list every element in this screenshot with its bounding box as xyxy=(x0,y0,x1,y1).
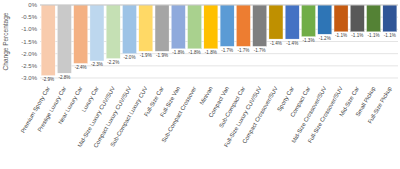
x-tick-label: Sub-Compact Luxury CUV xyxy=(109,85,148,147)
bar xyxy=(220,5,234,46)
y-tick-label: -1.5% xyxy=(21,39,37,45)
bar xyxy=(171,5,185,49)
y-tick-label: -0.5% xyxy=(21,14,37,20)
data-label: -1.2% xyxy=(319,36,331,41)
data-label: -1.7% xyxy=(221,48,233,53)
bar xyxy=(334,5,348,32)
data-label: -1.1% xyxy=(384,33,396,38)
data-label: -1.1% xyxy=(335,33,347,38)
bar xyxy=(155,5,169,51)
bar xyxy=(139,5,153,51)
y-tick-label: -1.0% xyxy=(21,26,37,32)
data-label: -1.4% xyxy=(270,41,282,46)
bar xyxy=(236,5,250,46)
bars xyxy=(41,5,397,76)
data-label: -1.1% xyxy=(368,33,380,38)
bar xyxy=(269,5,283,39)
bar xyxy=(188,5,202,49)
bar xyxy=(302,5,316,37)
data-label: -1.1% xyxy=(351,33,363,38)
bar xyxy=(123,5,137,54)
x-tick-label: Premium Sporty Car xyxy=(20,85,51,134)
data-label: -1.9% xyxy=(140,53,152,58)
y-tick-label: -2.0% xyxy=(21,51,37,57)
y-axis-title: Change Percentage xyxy=(2,12,10,70)
bar xyxy=(318,5,332,34)
x-tick-label: Full-Size Pickup xyxy=(367,86,393,125)
axis-line xyxy=(40,5,398,6)
y-tick-label: -3.0% xyxy=(21,75,37,81)
bar xyxy=(41,5,55,76)
grid-line xyxy=(40,78,398,79)
data-label: -1.7% xyxy=(237,48,249,53)
data-label: -2.2% xyxy=(107,60,119,65)
y-tick-label: 0% xyxy=(28,2,37,8)
x-tick-label: Prestige Luxury Car xyxy=(36,85,67,132)
data-label: -2.4% xyxy=(75,65,87,70)
chart: 0% -0.5% -1.0% -1.5% -2.0% -2.5% -3.0% Change P… xyxy=(0,0,400,169)
data-label: -1.8% xyxy=(205,50,217,55)
data-label: -1.8% xyxy=(189,50,201,55)
bar xyxy=(204,5,218,49)
x-tick-label: Minivan xyxy=(199,86,214,106)
x-tick-label: Sub-Compact Crossover xyxy=(161,85,198,143)
data-label: -2.9% xyxy=(42,77,54,82)
data-label: -1.8% xyxy=(172,50,184,55)
data-label: -2.8% xyxy=(58,75,70,80)
bar xyxy=(74,5,88,63)
data-label: -1.7% xyxy=(254,48,266,53)
bar xyxy=(253,5,267,46)
data-label: -2.3% xyxy=(91,62,103,67)
bar xyxy=(57,5,71,73)
x-tick-label: Compact Crossover/SUV xyxy=(241,85,279,144)
bar xyxy=(383,5,397,32)
y-tick-label: -2.5% xyxy=(21,63,37,69)
data-label: -1.4% xyxy=(286,41,298,46)
bar xyxy=(106,5,120,59)
bar xyxy=(285,5,299,39)
data-label: -1.3% xyxy=(302,38,314,43)
data-label: -2.0% xyxy=(123,55,135,60)
data-label: -1.9% xyxy=(156,53,168,58)
bar xyxy=(367,5,381,32)
bar xyxy=(90,5,104,61)
bar xyxy=(350,5,364,32)
grid-line xyxy=(40,5,398,6)
x-tick-label: Near Luxury Car xyxy=(57,85,83,125)
